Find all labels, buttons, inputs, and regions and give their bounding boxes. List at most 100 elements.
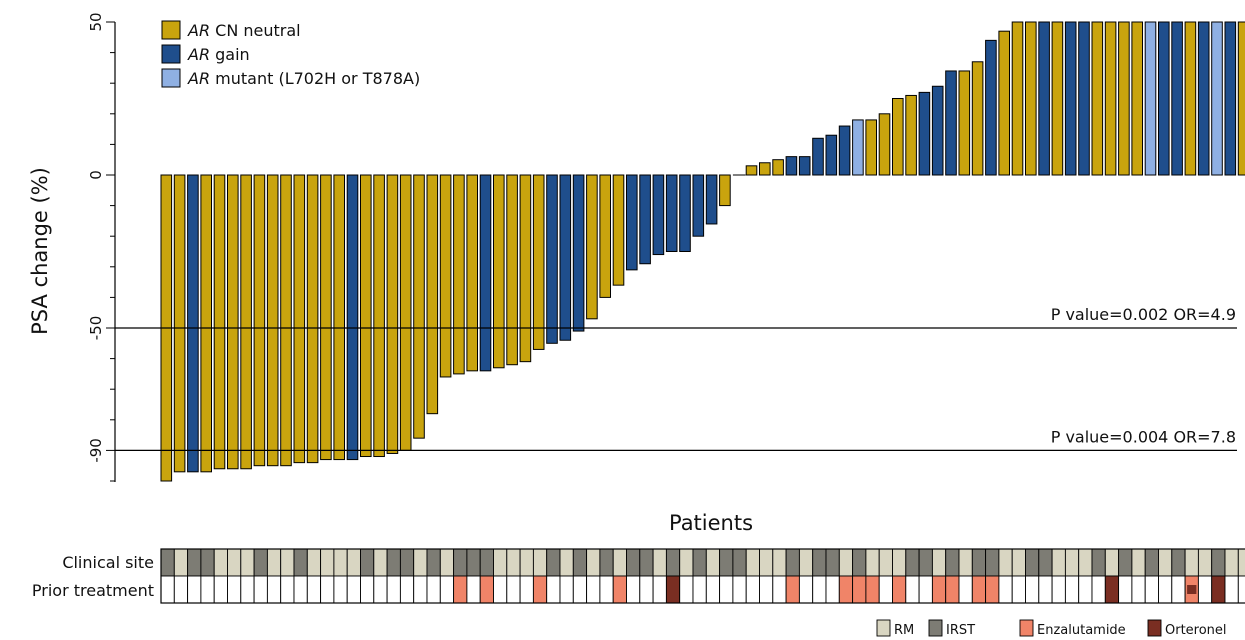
bar [399,174,412,451]
bar [320,174,332,461]
track-cell [785,575,800,604]
track-cell [1171,575,1186,604]
track-cell [306,575,322,604]
track-cell [280,575,295,604]
bar [1064,21,1077,176]
bar [1158,21,1170,176]
track-cell [306,548,322,577]
track-cell [506,575,521,604]
bar [439,174,452,378]
bar [838,125,851,176]
bar [519,174,532,363]
track-cell [1011,548,1026,577]
track-cell [532,548,548,577]
bar [626,174,638,271]
track-cell [519,575,534,604]
legend: AR CN neutral AR gain AR mutant (L702H or … [161,20,420,88]
track-cell [905,575,920,604]
track-cell [187,575,202,604]
bar [971,61,984,176]
bar [958,70,971,176]
bar [945,70,957,176]
track-cell [253,548,268,577]
track-cell [213,575,228,604]
bar [745,165,758,176]
bar [1011,21,1024,176]
track-cell [825,548,840,577]
bar [931,85,944,176]
track-cell [945,575,960,604]
track-cell [240,575,255,604]
track-cell [1011,575,1026,604]
bar [705,174,718,225]
bar [812,137,824,176]
track-cell [240,548,255,577]
track-cell [1131,548,1146,577]
track-cell [812,575,827,604]
bar [1104,21,1117,176]
bar [719,174,731,207]
track-cell [227,548,242,577]
track-cell [160,548,175,577]
track-cell [732,548,747,577]
key-label: Orteronel [1165,623,1227,638]
bar [865,119,878,176]
bar [1197,21,1210,176]
bar [1211,21,1223,176]
bar [346,174,359,461]
track-cell [559,575,574,604]
track-cell [266,548,282,577]
track-cell [679,548,694,577]
track-cell [187,548,202,577]
track-cell [958,575,973,604]
track-cell [373,548,388,577]
track-cell [1197,548,1213,577]
bar [506,174,518,366]
track-cell [586,548,601,577]
bar [892,98,904,176]
bar [905,94,917,176]
reference-annotation: P value=0.004 OR=7.8 [1051,427,1236,446]
track-cell [479,548,494,577]
track-cell [200,548,215,577]
y-tick-label: 0 [87,170,105,180]
track-cell [1025,548,1040,577]
track-cell [798,548,814,577]
bar [1184,21,1197,176]
bar [1118,21,1130,176]
bar [692,174,705,237]
track-cell [692,575,707,604]
track-cell [293,548,308,577]
key-label: IRST [946,623,975,638]
track-cell [1118,575,1133,604]
bar [1038,21,1050,176]
bar [1025,21,1037,176]
track-cell [652,548,667,577]
bar [532,174,545,350]
track-cell [865,548,880,577]
track-cell [399,575,415,604]
track-cell [1038,548,1053,577]
track-cell [546,548,561,577]
track-cell [865,575,880,604]
bar [785,156,798,176]
track-cell [745,548,760,577]
bar [479,174,492,372]
bar [1144,21,1157,176]
track-cell [386,548,401,577]
track-cell [612,575,627,604]
bar [373,174,385,458]
track-cell [439,548,455,577]
track-cell [998,548,1013,577]
track-cell [1224,548,1239,577]
bar [253,174,266,467]
track-cell [559,548,574,577]
track-cell [1184,548,1199,577]
bar [852,119,864,176]
track-cell [546,575,561,604]
track-cell [1025,575,1040,604]
bar [798,156,811,176]
bar [1051,21,1064,176]
track-cell [918,575,933,604]
